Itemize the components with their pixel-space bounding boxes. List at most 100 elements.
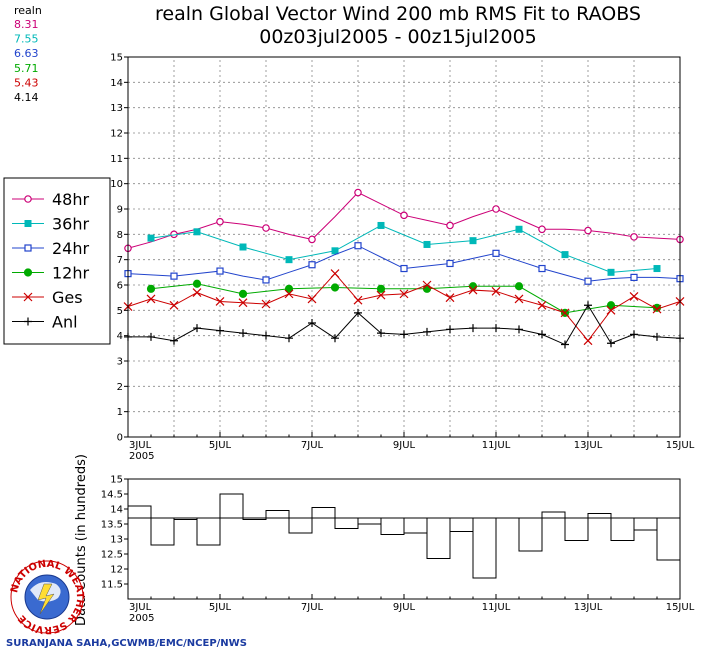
bottom-y-tick-label: 12 xyxy=(110,565,123,576)
series-point-Ges xyxy=(284,289,294,299)
count-bar xyxy=(587,513,612,519)
series-point-Ges xyxy=(261,299,271,309)
x-tick-label: 13JUL xyxy=(574,602,603,613)
y-tick-label: 13 xyxy=(110,103,123,114)
series-point-36hr xyxy=(193,228,201,236)
series-point-Anl xyxy=(469,324,477,333)
count-bar xyxy=(334,517,359,529)
series-point-Ges xyxy=(606,305,616,315)
count-bar xyxy=(288,517,313,534)
count-bar xyxy=(633,517,658,531)
series-point-Anl xyxy=(331,334,339,343)
bottom-y-tick-label: 15 xyxy=(110,475,123,486)
series-point-Ges xyxy=(169,300,179,310)
series-point-Anl xyxy=(492,324,500,333)
count-bar xyxy=(610,517,635,541)
count-bar xyxy=(541,511,566,519)
y-tick-label: 0 xyxy=(117,433,123,444)
series-point-36hr xyxy=(515,225,523,233)
y-tick-label: 11 xyxy=(110,154,123,165)
top-chart-x-ticks: 3JUL 5JUL 7JUL 9JUL 11JUL 13JUL 15JUL 2005 xyxy=(127,432,695,462)
x-year-label: 2005 xyxy=(129,451,154,462)
bottom-y-tick-label: 13.5 xyxy=(101,520,123,531)
y-tick-label: 14 xyxy=(110,78,123,89)
x-tick-label: 7JUL xyxy=(301,602,324,613)
series-point-36hr xyxy=(469,237,477,245)
count-bar xyxy=(173,517,198,520)
credit-text: SURANJANA SAHA,GCWMB/EMC/NCEP/NWS xyxy=(6,638,247,649)
y-tick-label: 5 xyxy=(117,306,123,317)
bottom-y-tick-label: 13 xyxy=(110,535,123,546)
series-point-36hr xyxy=(561,251,569,259)
series-point-36hr xyxy=(239,243,247,251)
y-tick-label: 4 xyxy=(117,331,123,342)
series-point-Ges xyxy=(146,294,156,304)
x-tick-label: 9JUL xyxy=(393,440,416,451)
legend: 48hr 36hr 24hr 12hr Ges Anl xyxy=(3,177,111,345)
y-tick-label: 15 xyxy=(110,53,123,64)
count-bar xyxy=(449,517,474,532)
y-tick-label: 8 xyxy=(117,230,123,241)
series-point-12hr xyxy=(376,284,386,293)
series-point-48hr xyxy=(584,226,592,235)
chart-title-line2: 00z03jul2005 - 00z15jul2005 xyxy=(259,26,537,48)
y-tick-label: 10 xyxy=(110,179,123,190)
series-point-Anl xyxy=(561,340,569,349)
count-bar xyxy=(403,517,428,534)
series-point-Ges xyxy=(330,269,340,279)
series-point-Ges xyxy=(652,304,662,314)
y-tick-label: 9 xyxy=(117,205,123,216)
legend-label-12hr: 12hr xyxy=(52,264,90,283)
series-point-48hr xyxy=(308,235,316,244)
y-tick-label: 12 xyxy=(110,129,123,140)
y-tick-label: 1 xyxy=(117,407,123,418)
x-tick-label: 11JUL xyxy=(482,440,511,451)
series-point-Anl xyxy=(653,332,661,341)
series-point-12hr xyxy=(330,283,340,292)
bottom-y-tick-label: 14.5 xyxy=(101,490,123,501)
series-point-Anl xyxy=(285,334,293,343)
series-point-24hr xyxy=(170,272,178,280)
legend-label-24hr: 24hr xyxy=(52,239,90,258)
summary-value-4: 5.43 xyxy=(14,76,39,89)
count-bar xyxy=(656,517,681,561)
count-bar xyxy=(311,507,336,519)
y-tick-label: 6 xyxy=(117,281,123,292)
count-bar xyxy=(380,517,405,535)
series-point-Anl xyxy=(147,332,155,341)
series-point-24hr xyxy=(630,273,638,281)
bottom-y-tick-label: 11.5 xyxy=(101,580,123,591)
series-line-12hr xyxy=(150,283,658,314)
series-point-Ges xyxy=(353,295,363,305)
series-point-Anl xyxy=(193,324,201,333)
series-point-Anl xyxy=(515,325,523,334)
summary-value-2: 6.63 xyxy=(14,47,39,60)
series-point-36hr xyxy=(285,256,293,264)
legend-marker-Anl xyxy=(24,317,32,326)
series-point-Ges xyxy=(422,280,432,290)
series-line-36hr xyxy=(150,224,658,273)
legend-label-36hr: 36hr xyxy=(52,215,90,234)
legend-label-Anl: Anl xyxy=(52,313,78,332)
series-point-12hr xyxy=(606,301,616,310)
count-bar xyxy=(472,517,497,579)
bottom-chart-frame xyxy=(127,478,681,600)
series-point-24hr xyxy=(262,276,270,284)
summary-value-3: 5.71 xyxy=(14,62,39,75)
count-bar xyxy=(127,505,152,519)
series-point-36hr xyxy=(147,234,155,242)
bottom-chart-x-ticks: 3JUL 5JUL 7JUL 9JUL 11JUL 13JUL 15JUL 2005 xyxy=(127,594,695,624)
x-tick-label: 13JUL xyxy=(574,440,603,451)
count-bar xyxy=(426,517,451,559)
series-point-48hr xyxy=(446,221,454,230)
x-tick-label: 3JUL xyxy=(129,440,152,451)
top-chart-series xyxy=(123,188,685,349)
series-point-36hr xyxy=(653,265,661,273)
series-point-Anl xyxy=(607,339,615,348)
legend-marker-24hr xyxy=(24,244,32,252)
chart-title-line1: realn Global Vector Wind 200 mb RMS Fit … xyxy=(155,3,641,25)
series-point-Anl xyxy=(400,330,408,339)
series-point-24hr xyxy=(216,267,224,275)
series-point-Ges xyxy=(468,285,478,295)
